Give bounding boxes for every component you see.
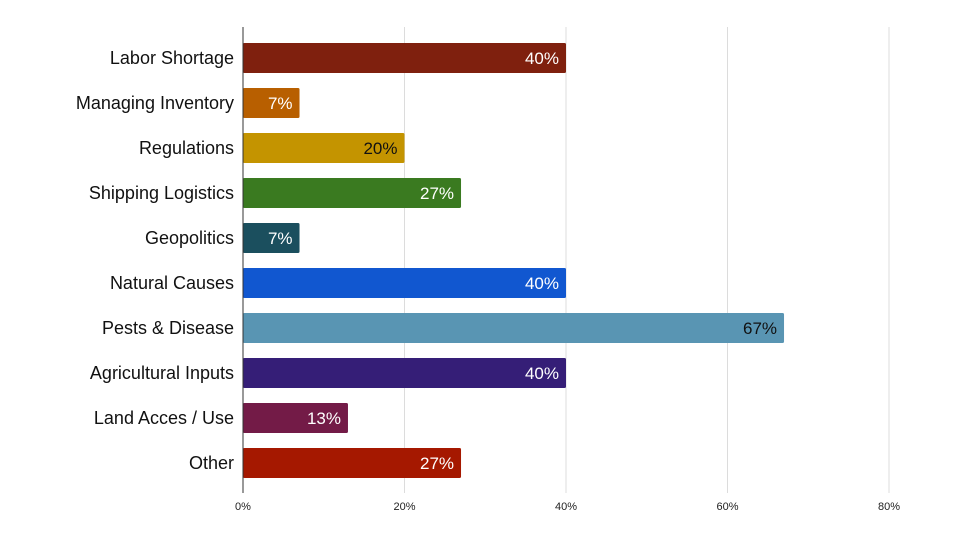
gridlines xyxy=(404,27,890,493)
bar xyxy=(243,268,566,298)
data-label: 27% xyxy=(420,454,454,473)
category-label: Natural Causes xyxy=(110,273,234,293)
category-label: Agricultural Inputs xyxy=(90,363,234,383)
category-label: Other xyxy=(189,453,234,473)
bar xyxy=(243,133,405,163)
bar xyxy=(243,223,300,253)
bar xyxy=(243,313,785,343)
category-label: Labor Shortage xyxy=(110,48,234,68)
x-tick-label: 0% xyxy=(235,501,251,513)
data-label: 40% xyxy=(525,364,559,383)
data-label: 20% xyxy=(363,139,397,158)
data-label: 7% xyxy=(268,229,293,248)
data-label: 27% xyxy=(420,184,454,203)
category-label: Geopolitics xyxy=(145,228,234,248)
category-labels: Labor Shortage Managing Inventory Regulati… xyxy=(76,48,234,473)
x-tick-label: 80% xyxy=(878,501,900,513)
x-tick-label: 40% xyxy=(555,501,577,513)
bar xyxy=(243,88,300,118)
data-label: 40% xyxy=(525,49,559,68)
x-tick-label: 60% xyxy=(716,501,738,513)
category-label: Regulations xyxy=(139,138,234,158)
category-label: Land Acces / Use xyxy=(94,408,234,428)
bar xyxy=(243,43,566,73)
bar xyxy=(243,178,462,208)
x-tick-label: 20% xyxy=(393,501,415,513)
category-label: Shipping Logistics xyxy=(89,183,234,203)
data-label: 13% xyxy=(307,409,341,428)
bar xyxy=(243,358,566,388)
data-label: 40% xyxy=(525,274,559,293)
data-label: 7% xyxy=(268,94,293,113)
bars: 40% 7% 20% 27% 7% 40% 67% 40% 13% 27% xyxy=(243,43,785,478)
x-tick-labels: 0% 20% 40% 60% 80% xyxy=(235,501,900,513)
category-label: Pests & Disease xyxy=(102,318,234,338)
bar xyxy=(243,448,462,478)
data-label: 67% xyxy=(743,319,777,338)
category-label: Managing Inventory xyxy=(76,93,234,113)
bar xyxy=(243,403,348,433)
